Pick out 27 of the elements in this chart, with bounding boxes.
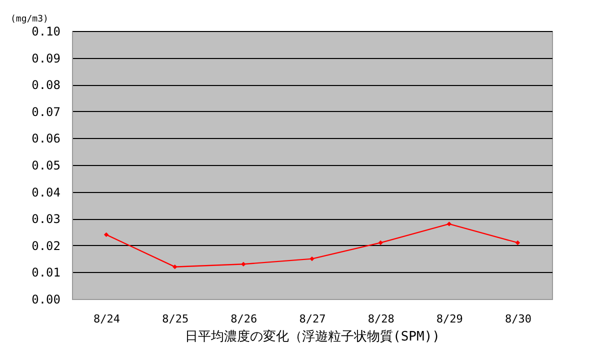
y-tick-label: 0.09 bbox=[32, 51, 60, 66]
y-tick-label: 0.07 bbox=[32, 104, 60, 119]
y-tick-label: 0.05 bbox=[32, 158, 60, 172]
y-tick-label: 0.01 bbox=[32, 266, 60, 280]
y-axis-title: (mg/m3) bbox=[10, 14, 48, 24]
y-tick-label: 0.03 bbox=[32, 212, 60, 226]
x-tick-label: 8/28 bbox=[368, 312, 394, 326]
y-tick-label: 0.02 bbox=[32, 238, 60, 253]
y-tick-label: 0.04 bbox=[32, 185, 60, 200]
x-tick-label: 8/24 bbox=[94, 312, 120, 326]
x-tick-label: 8/29 bbox=[436, 312, 463, 326]
x-tick-label: 8/26 bbox=[230, 312, 258, 326]
y-tick-label: 0.00 bbox=[32, 292, 60, 306]
point bbox=[104, 232, 109, 238]
y-tick-label: 0.08 bbox=[32, 78, 60, 92]
x-tick-label: 8/27 bbox=[299, 312, 326, 326]
point bbox=[446, 222, 452, 226]
point bbox=[172, 264, 178, 270]
x-axis-title: 日平均濃度の変化（浮遊粒子状物質(SPM)) bbox=[185, 328, 440, 344]
point bbox=[378, 240, 383, 246]
point bbox=[310, 256, 314, 262]
x-tick-label: 8/25 bbox=[162, 312, 189, 326]
y-tick-label: 0.10 bbox=[32, 24, 60, 38]
y-tick-label: 0.06 bbox=[32, 132, 60, 146]
point bbox=[515, 240, 520, 246]
x-tick-label: 8/30 bbox=[504, 312, 532, 326]
point bbox=[241, 262, 246, 267]
